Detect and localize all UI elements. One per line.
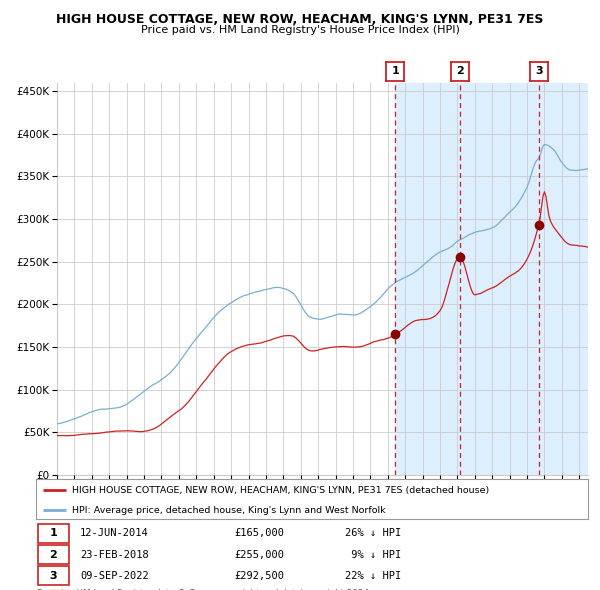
Text: 09-SEP-2022: 09-SEP-2022	[80, 571, 149, 581]
Text: £165,000: £165,000	[235, 529, 285, 539]
Text: 3: 3	[535, 67, 543, 76]
FancyBboxPatch shape	[38, 545, 68, 564]
Text: 12-JUN-2014: 12-JUN-2014	[80, 529, 149, 539]
FancyBboxPatch shape	[38, 566, 68, 585]
Text: £292,500: £292,500	[235, 571, 285, 581]
Text: 2: 2	[456, 67, 464, 76]
Text: HPI: Average price, detached house, King's Lynn and West Norfolk: HPI: Average price, detached house, King…	[72, 506, 386, 515]
Text: Price paid vs. HM Land Registry's House Price Index (HPI): Price paid vs. HM Land Registry's House …	[140, 25, 460, 35]
Text: 23-FEB-2018: 23-FEB-2018	[80, 550, 149, 559]
FancyBboxPatch shape	[38, 524, 68, 543]
Text: £255,000: £255,000	[235, 550, 285, 559]
Text: 3: 3	[50, 571, 57, 581]
Text: 1: 1	[392, 67, 400, 76]
Text: 9% ↓ HPI: 9% ↓ HPI	[345, 550, 401, 559]
Text: 22% ↓ HPI: 22% ↓ HPI	[345, 571, 401, 581]
Text: 26% ↓ HPI: 26% ↓ HPI	[345, 529, 401, 539]
Text: HIGH HOUSE COTTAGE, NEW ROW, HEACHAM, KING'S LYNN, PE31 7ES: HIGH HOUSE COTTAGE, NEW ROW, HEACHAM, KI…	[56, 13, 544, 26]
Text: 2: 2	[50, 550, 57, 559]
Bar	[395, 83, 600, 475]
Text: Contains HM Land Registry data © Crown copyright and database right 2024.
This d: Contains HM Land Registry data © Crown c…	[36, 589, 371, 590]
Text: 1: 1	[50, 529, 57, 539]
Text: HIGH HOUSE COTTAGE, NEW ROW, HEACHAM, KING'S LYNN, PE31 7ES (detached house): HIGH HOUSE COTTAGE, NEW ROW, HEACHAM, KI…	[72, 486, 489, 495]
